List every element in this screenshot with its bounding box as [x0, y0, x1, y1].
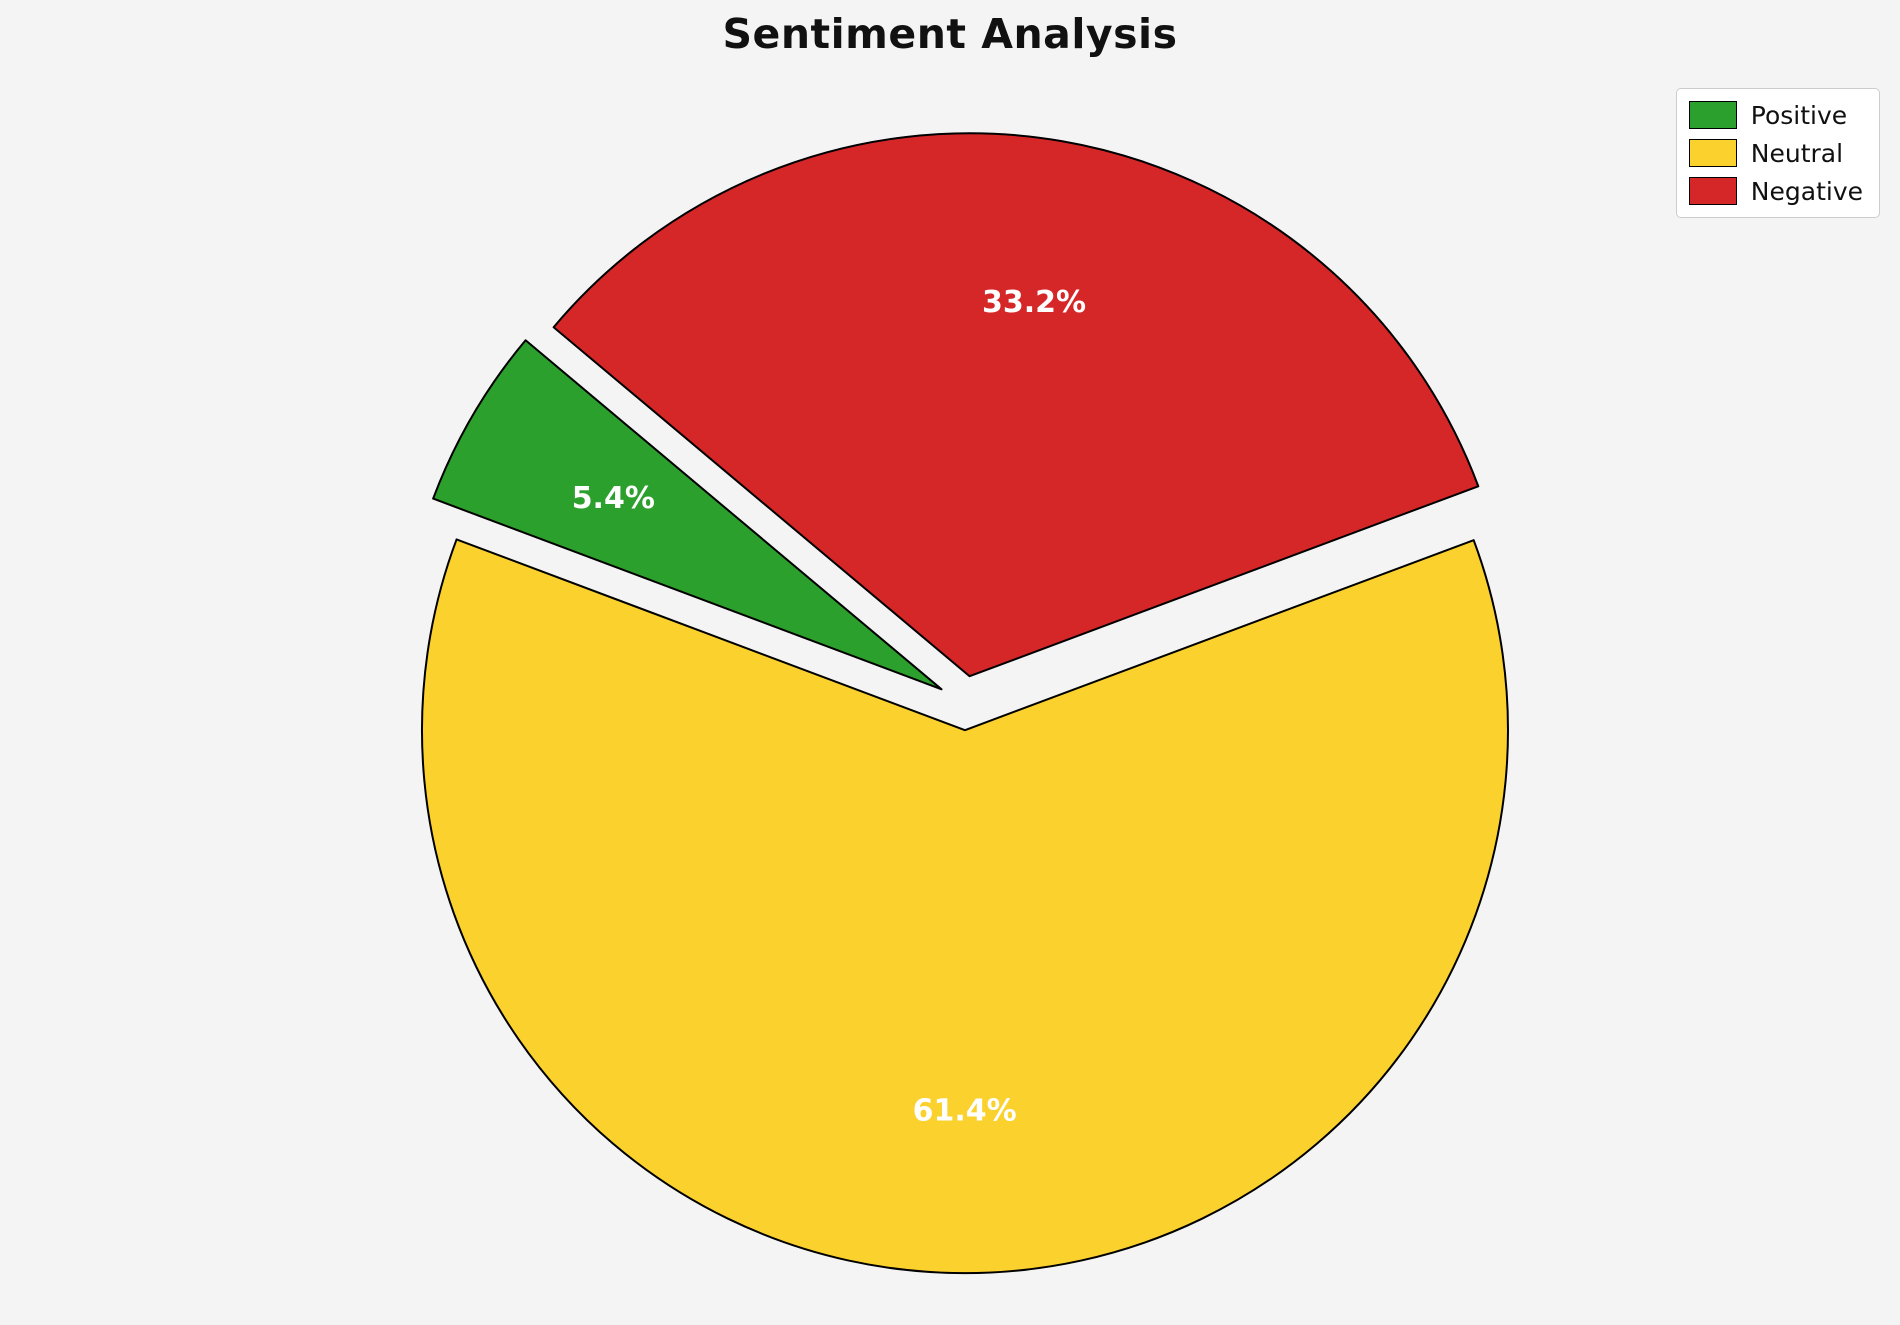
legend: Positive Neutral Negative [1675, 88, 1880, 218]
legend-swatch-positive-icon [1688, 101, 1737, 129]
legend-entry-positive: Positive [1688, 100, 1863, 130]
legend-swatch-negative-icon [1688, 177, 1737, 205]
pct-label-negative: 33.2% [982, 285, 1086, 320]
legend-label-positive: Positive [1750, 100, 1848, 130]
legend-entry-neutral: Neutral [1688, 138, 1863, 168]
legend-entry-negative: Negative [1688, 176, 1863, 206]
pie-slice-negative [552, 132, 1480, 678]
legend-swatch-neutral-icon [1688, 139, 1737, 167]
chart-title: Sentiment Analysis [722, 10, 1178, 58]
pct-label-positive: 5.4% [572, 481, 655, 516]
pie-slice-neutral [420, 538, 1509, 1275]
pie-slice-positive [432, 339, 943, 691]
legend-label-neutral: Neutral [1750, 138, 1844, 168]
legend-label-negative: Negative [1750, 176, 1863, 206]
pct-label-neutral: 61.4% [913, 1094, 1017, 1129]
